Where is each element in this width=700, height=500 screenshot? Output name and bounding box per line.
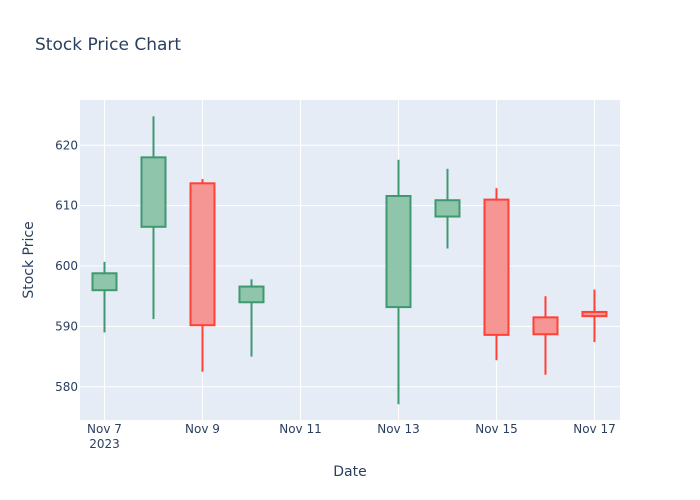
y-tick-label: 610: [55, 199, 78, 213]
chart-title: Stock Price Chart: [35, 35, 181, 55]
candle-body: [483, 198, 510, 336]
plot-area: [80, 100, 620, 420]
candle-increasing: [140, 116, 167, 320]
candle-body: [434, 199, 461, 218]
x-tick-label: Nov 11: [279, 422, 322, 436]
y-axis-ticks: 580 590 600 610 620: [55, 138, 78, 394]
candle-increasing: [238, 279, 265, 357]
y-axis-title: Stock Price: [21, 221, 37, 298]
y-tick-label: 600: [55, 259, 78, 273]
x-tick-label: Nov 7: [87, 422, 122, 436]
candle-body: [140, 156, 167, 228]
candle-decreasing: [483, 188, 510, 361]
candle-body: [385, 195, 412, 309]
x-tick-label: Nov 15: [475, 422, 518, 436]
candle-body: [91, 272, 118, 292]
candles: [91, 116, 608, 405]
candle-increasing: [385, 159, 412, 405]
y-tick-label: 590: [55, 319, 78, 333]
x-tick-label: Nov 9: [185, 422, 220, 436]
candle-decreasing: [581, 289, 608, 343]
candle-decreasing: [532, 296, 559, 375]
candle-increasing: [91, 261, 118, 333]
candle-increasing: [434, 168, 461, 249]
x-tick-label: Nov 13: [377, 422, 420, 436]
x-tick-label: Nov 17: [573, 422, 616, 436]
y-tick-label: 580: [55, 380, 78, 394]
candle-body: [532, 316, 559, 336]
candle-body: [581, 310, 608, 318]
candle-body: [189, 182, 216, 327]
candle-decreasing: [189, 179, 216, 372]
candle-body: [238, 285, 265, 304]
x-tick-year-label: 2023: [89, 437, 120, 451]
y-tick-label: 620: [55, 138, 78, 152]
x-axis-title: Date: [333, 464, 366, 480]
